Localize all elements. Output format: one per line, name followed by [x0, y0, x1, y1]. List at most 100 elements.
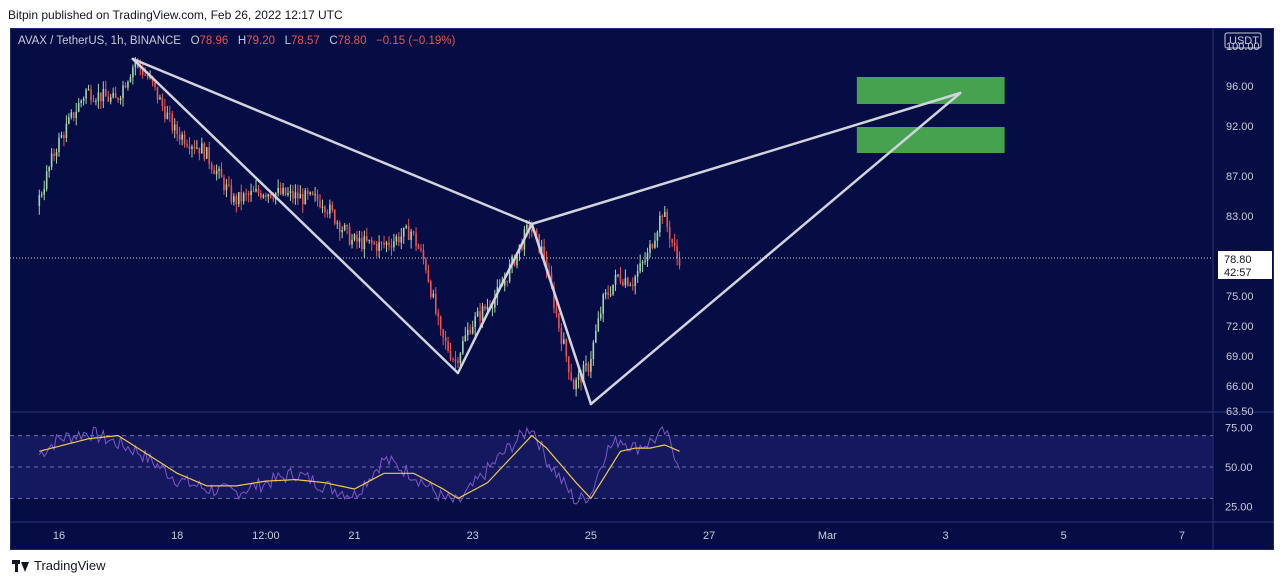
candle-body: [582, 364, 585, 383]
candle-body: [624, 278, 627, 286]
pattern-leg[interactable]: [131, 57, 534, 226]
candle-body: [100, 92, 102, 102]
candle-body: [284, 187, 287, 196]
candle-body: [245, 193, 247, 195]
candle-body: [210, 163, 213, 170]
candle-body: [289, 190, 292, 193]
candle-body: [430, 281, 432, 297]
candle-body: [656, 232, 659, 241]
candle-body: [366, 236, 368, 241]
candle-body: [390, 245, 393, 248]
candle-body: [378, 242, 380, 251]
candle-body: [176, 124, 178, 135]
candle-body: [370, 239, 373, 244]
pattern-leg[interactable]: [530, 222, 593, 406]
candle-body: [92, 100, 95, 102]
candle-body: [375, 243, 378, 251]
pattern-leg[interactable]: [456, 222, 534, 375]
candle-body: [316, 194, 319, 201]
close-value: 78.80: [337, 35, 367, 47]
high-value: 79.20: [246, 35, 275, 47]
currency-label[interactable]: USDT: [1229, 35, 1259, 47]
candle-body: [491, 307, 494, 309]
candle-body: [678, 258, 681, 266]
low-value: 78.57: [291, 35, 320, 47]
candle-body: [252, 191, 255, 193]
price-chart[interactable]: 100.00 96.00 92.00 87.00 83.00 75.00 72.00 69.0…: [10, 28, 1274, 550]
candle-body: [417, 246, 420, 249]
candle-body: [361, 238, 363, 250]
candle-body: [68, 117, 70, 124]
candle-body: [338, 222, 341, 233]
candle-body: [380, 242, 383, 244]
candle-body: [592, 342, 595, 359]
footer-brand[interactable]: TradingView: [34, 558, 106, 573]
candle-body: [215, 170, 218, 175]
candle-body: [72, 112, 75, 119]
candle-body: [334, 210, 336, 224]
candle-body: [494, 297, 496, 308]
candle-body: [58, 137, 60, 153]
open-label: O: [190, 35, 200, 47]
candle-body: [203, 143, 206, 159]
candle-body: [55, 152, 58, 157]
candle-body: [336, 222, 339, 224]
candle-body: [196, 147, 198, 149]
currency-badge[interactable]: [1224, 32, 1262, 49]
symbol-label[interactable]: AVAX / TetherUS, 1h, BINANCE: [18, 35, 181, 47]
rsi-ma-line: [39, 434, 680, 500]
candle-body: [462, 341, 464, 354]
candle-body: [649, 244, 651, 253]
candle-body: [405, 225, 408, 228]
candle-body: [590, 358, 592, 372]
candle-body: [363, 236, 366, 250]
candle-body: [671, 239, 673, 243]
candle-body: [553, 287, 555, 309]
pattern-leg[interactable]: [530, 91, 962, 226]
candle-body: [622, 281, 624, 286]
candle-body: [634, 276, 637, 287]
countdown-label: 42:57: [1224, 267, 1252, 279]
candle-body: [565, 339, 568, 357]
candle-body: [129, 77, 132, 82]
candle-body: [577, 374, 580, 380]
candle-body: [639, 263, 641, 272]
pattern-leg[interactable]: [589, 91, 962, 406]
candle-body: [40, 194, 43, 196]
candle-body: [213, 169, 215, 175]
candle-body: [198, 147, 201, 154]
candle-body: [575, 379, 577, 390]
candle-body: [272, 197, 275, 200]
candle-body: [351, 239, 353, 245]
price-tick-label: 87.00: [1226, 171, 1254, 183]
candle-body: [319, 200, 321, 208]
candle-body: [156, 86, 159, 100]
candle-body: [651, 244, 654, 248]
candle-body: [535, 230, 538, 235]
candle-body: [412, 231, 415, 233]
last-price-badge: [1218, 251, 1272, 279]
candle-body: [183, 134, 186, 145]
candle-body: [420, 248, 422, 251]
pattern-leg[interactable]: [131, 57, 460, 375]
target-zone[interactable]: [856, 77, 1005, 104]
candle-body: [230, 185, 233, 203]
candle-body: [173, 124, 176, 131]
candle-body: [326, 212, 329, 214]
candle-body: [247, 193, 250, 196]
tradingview-logo-icon: [12, 559, 29, 572]
candle-body: [466, 329, 469, 336]
candle-body: [476, 311, 479, 317]
candle-body: [95, 100, 97, 102]
candle-body: [449, 350, 452, 360]
candle-body: [627, 278, 629, 286]
target-zone[interactable]: [856, 127, 1005, 153]
candle-body: [38, 194, 41, 206]
candle-body: [282, 187, 284, 194]
candle-body: [48, 167, 50, 172]
candle-body: [617, 274, 619, 276]
candle-body: [673, 242, 676, 246]
candle-body: [267, 194, 270, 197]
candle-body: [119, 98, 122, 101]
candle-body: [70, 112, 73, 118]
